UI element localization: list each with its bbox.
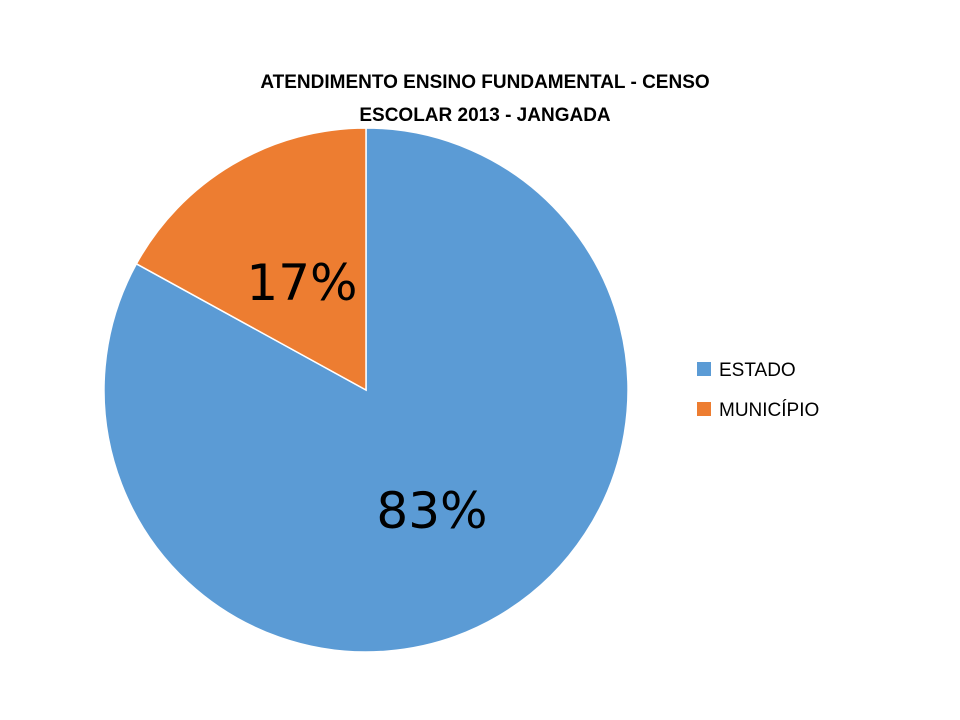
- chart-title-line-1: ATENDIMENTO ENSINO FUNDAMENTAL - CENSO: [260, 72, 709, 93]
- pie-slice-estado: [103, 127, 629, 653]
- data-label-municipio: 17%: [246, 254, 357, 312]
- chart-title: ATENDIMENTO ENSINO FUNDAMENTAL - CENSO E…: [260, 72, 709, 126]
- legend-swatch-municipio: [697, 402, 711, 416]
- legend-swatch-estado: [697, 362, 711, 376]
- legend-label-estado: ESTADO: [719, 360, 796, 381]
- chart-title-line-2: ESCOLAR 2013 - JANGADA: [359, 105, 611, 126]
- pie-data-labels: 83% 17%: [246, 254, 487, 540]
- legend-label-municipio: MUNICÍPIO: [719, 400, 819, 421]
- pie-slices: [103, 127, 629, 653]
- pie-slice-municipio: [135, 127, 367, 392]
- data-label-estado: 83%: [376, 482, 487, 540]
- chart-legend: ESTADO MUNICÍPIO: [697, 360, 819, 421]
